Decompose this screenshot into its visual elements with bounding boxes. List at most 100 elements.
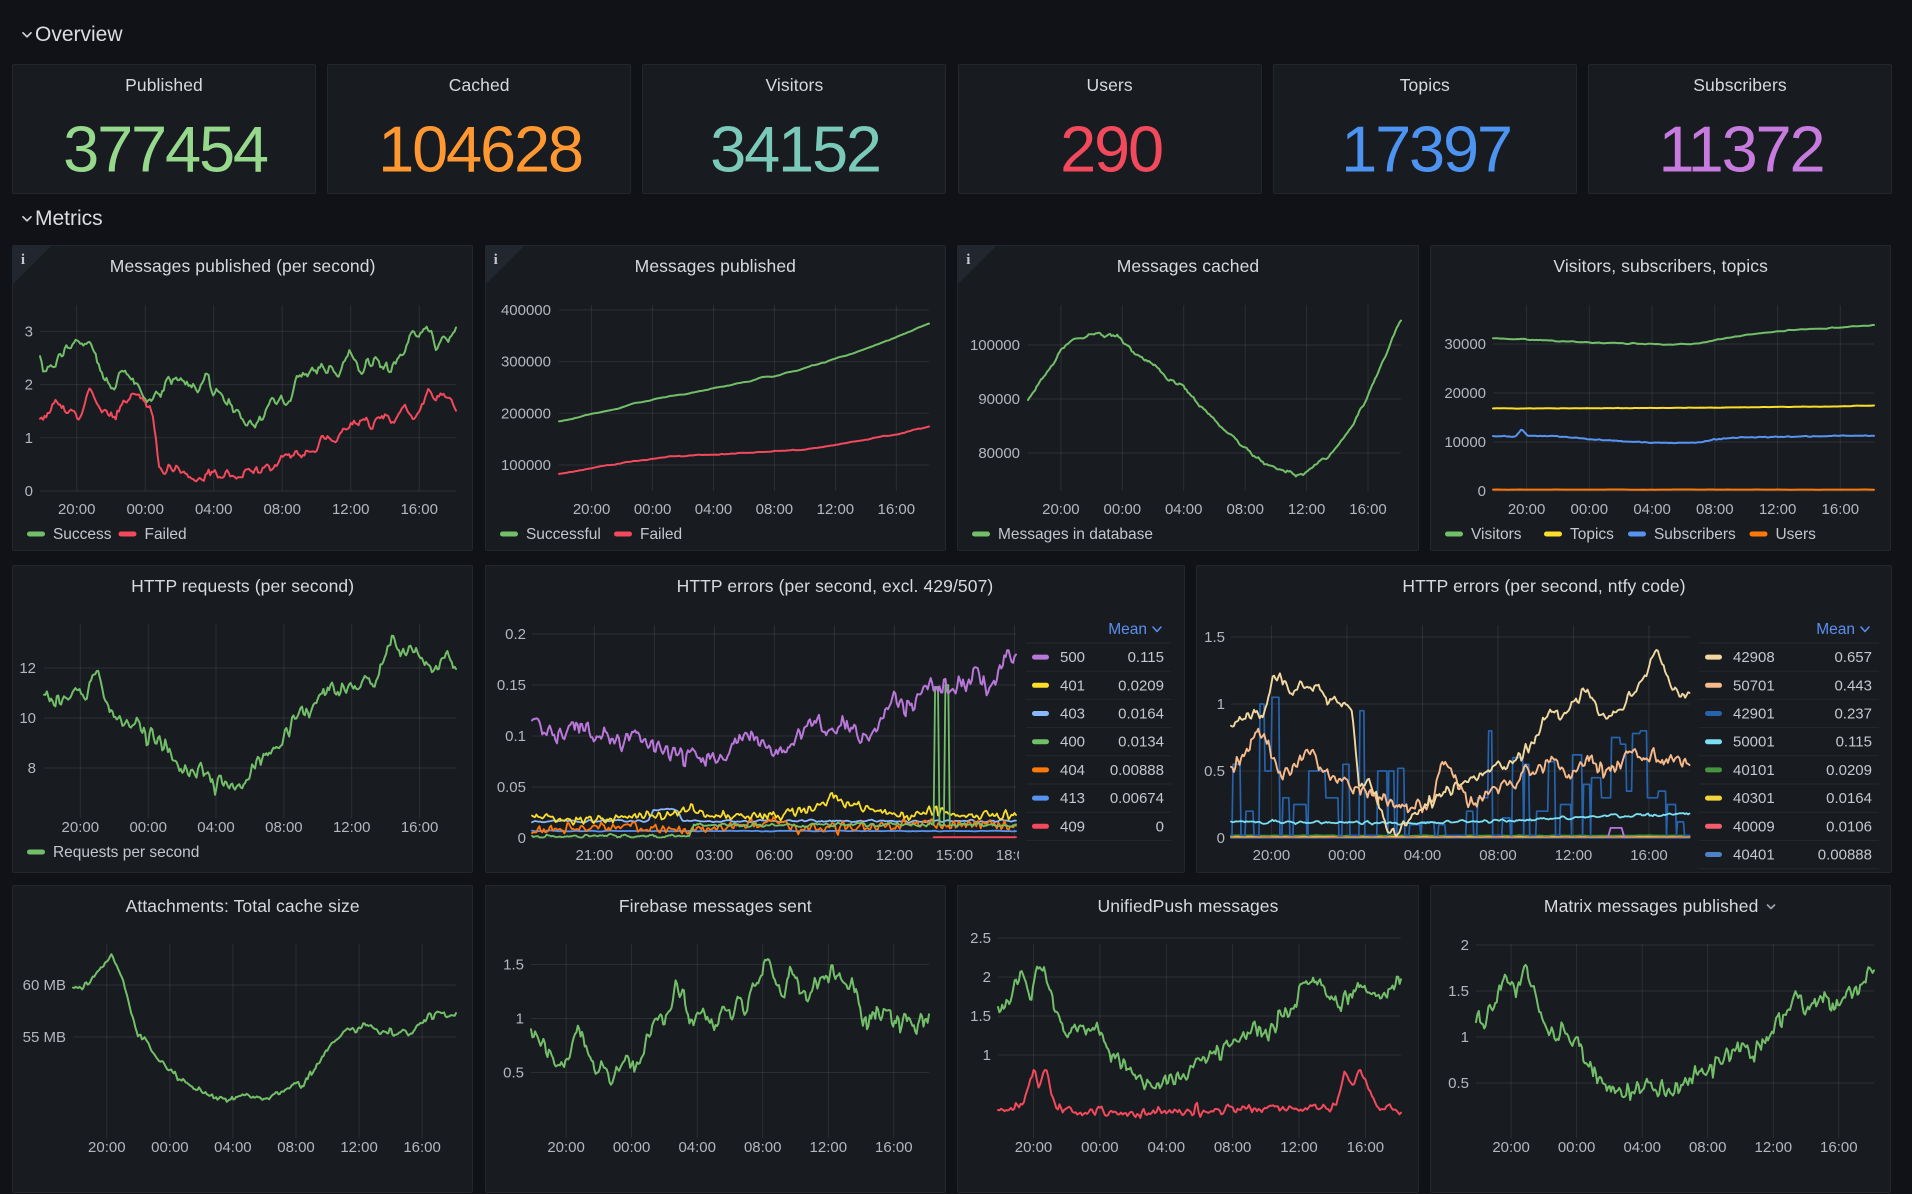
svg-text:20:00: 20:00: [1042, 501, 1080, 518]
svg-text:42908: 42908: [1733, 649, 1775, 666]
svg-text:40401: 40401: [1733, 847, 1775, 864]
svg-text:Mean: Mean: [1816, 621, 1855, 638]
svg-text:17397: 17397: [1341, 113, 1511, 186]
svg-text:2: 2: [983, 969, 991, 986]
svg-text:2: 2: [25, 377, 33, 394]
svg-text:21:00: 21:00: [575, 847, 613, 864]
svg-text:104628: 104628: [378, 113, 582, 186]
svg-text:12:00: 12:00: [875, 847, 913, 864]
svg-text:2.5: 2.5: [970, 930, 991, 947]
svg-text:12:00: 12:00: [1281, 1139, 1319, 1156]
svg-text:11372: 11372: [1659, 113, 1824, 186]
svg-text:55 MB: 55 MB: [23, 1029, 66, 1046]
svg-text:15:00: 15:00: [935, 847, 973, 864]
svg-text:03:00: 03:00: [695, 847, 733, 864]
svg-text:401: 401: [1060, 677, 1085, 694]
svg-text:413: 413: [1060, 790, 1085, 807]
svg-text:0: 0: [25, 483, 33, 500]
svg-text:0.0164: 0.0164: [1118, 706, 1164, 723]
svg-text:Visitors: Visitors: [1471, 526, 1522, 543]
svg-text:40301: 40301: [1733, 790, 1775, 807]
svg-text:0.1: 0.1: [505, 728, 526, 745]
svg-text:500: 500: [1060, 649, 1085, 666]
svg-text:00:00: 00:00: [634, 501, 672, 518]
svg-text:00:00: 00:00: [126, 501, 164, 518]
svg-text:16:00: 16:00: [400, 501, 438, 518]
svg-text:40101: 40101: [1733, 762, 1775, 779]
svg-text:3: 3: [25, 323, 33, 340]
svg-text:Success: Success: [53, 526, 112, 543]
svg-text:12: 12: [19, 660, 36, 677]
svg-text:1: 1: [1217, 696, 1225, 713]
svg-text:0: 0: [517, 830, 525, 847]
svg-text:0.0209: 0.0209: [1118, 677, 1164, 694]
svg-text:00:00: 00:00: [635, 847, 673, 864]
svg-text:16:00: 16:00: [1350, 501, 1388, 518]
svg-text:0.115: 0.115: [1127, 649, 1163, 666]
svg-text:50001: 50001: [1733, 734, 1775, 751]
svg-text:10: 10: [19, 710, 36, 727]
svg-text:Messages in database: Messages in database: [998, 526, 1153, 543]
svg-text:0.0164: 0.0164: [1826, 790, 1872, 807]
svg-text:12:00: 12:00: [1288, 501, 1326, 518]
svg-text:12:00: 12:00: [1755, 1139, 1793, 1156]
svg-text:20:00: 20:00: [58, 501, 96, 518]
svg-text:08:00: 08:00: [1689, 1139, 1727, 1156]
svg-text:290: 290: [1060, 113, 1162, 186]
svg-text:16:00: 16:00: [1347, 1139, 1385, 1156]
svg-text:20:00: 20:00: [1492, 1139, 1530, 1156]
svg-text:0.2: 0.2: [505, 626, 526, 643]
svg-text:16:00: 16:00: [1822, 501, 1860, 518]
svg-text:0.657: 0.657: [1834, 649, 1872, 666]
svg-text:16:00: 16:00: [1630, 847, 1668, 864]
svg-text:20:00: 20:00: [1508, 501, 1546, 518]
svg-text:12:00: 12:00: [332, 501, 370, 518]
svg-text:0.0209: 0.0209: [1826, 762, 1872, 779]
svg-text:16:00: 16:00: [875, 1139, 913, 1156]
svg-text:20:00: 20:00: [1015, 1139, 1053, 1156]
svg-text:04:00: 04:00: [195, 501, 233, 518]
svg-text:34152: 34152: [711, 113, 881, 186]
svg-text:12:00: 12:00: [333, 819, 371, 836]
svg-text:06:00: 06:00: [755, 847, 793, 864]
svg-text:08:00: 08:00: [744, 1139, 782, 1156]
svg-text:12:00: 12:00: [340, 1139, 378, 1156]
svg-text:0.115: 0.115: [1836, 734, 1872, 751]
svg-text:Subscribers: Subscribers: [1654, 526, 1736, 543]
svg-text:100000: 100000: [970, 337, 1020, 354]
svg-text:100000: 100000: [501, 457, 551, 474]
svg-text:30000: 30000: [1444, 336, 1486, 353]
svg-text:00:00: 00:00: [1571, 501, 1609, 518]
svg-text:60 MB: 60 MB: [23, 977, 66, 994]
svg-text:400000: 400000: [501, 302, 551, 319]
svg-text:400: 400: [1060, 734, 1085, 751]
svg-text:377454: 377454: [63, 113, 268, 186]
svg-text:0.15: 0.15: [496, 677, 525, 694]
svg-text:0.237: 0.237: [1834, 706, 1872, 723]
svg-text:00:00: 00:00: [129, 819, 167, 836]
svg-text:1: 1: [25, 430, 33, 447]
svg-text:16:00: 16:00: [403, 1139, 441, 1156]
svg-text:1.5: 1.5: [1448, 983, 1469, 1000]
svg-text:20:00: 20:00: [1253, 847, 1291, 864]
svg-text:200000: 200000: [501, 405, 551, 422]
svg-text:00:00: 00:00: [1558, 1139, 1596, 1156]
svg-text:04:00: 04:00: [694, 501, 732, 518]
svg-text:08:00: 08:00: [1227, 501, 1265, 518]
svg-text:0.443: 0.443: [1834, 677, 1872, 694]
svg-text:0.0134: 0.0134: [1118, 734, 1164, 751]
svg-text:0: 0: [1155, 818, 1163, 835]
svg-text:04:00: 04:00: [1165, 501, 1203, 518]
svg-text:12:00: 12:00: [1759, 501, 1797, 518]
svg-text:12:00: 12:00: [809, 1139, 847, 1156]
svg-text:08:00: 08:00: [1696, 501, 1734, 518]
svg-text:04:00: 04:00: [1148, 1139, 1186, 1156]
svg-text:20:00: 20:00: [62, 819, 99, 836]
svg-text:0.00888: 0.00888: [1818, 847, 1872, 864]
svg-text:0.0106: 0.0106: [1826, 818, 1872, 835]
svg-text:08:00: 08:00: [277, 1139, 315, 1156]
svg-text:00:00: 00:00: [1104, 501, 1142, 518]
svg-text:40009: 40009: [1733, 818, 1775, 835]
svg-text:20:00: 20:00: [547, 1139, 585, 1156]
svg-text:00:00: 00:00: [151, 1139, 189, 1156]
